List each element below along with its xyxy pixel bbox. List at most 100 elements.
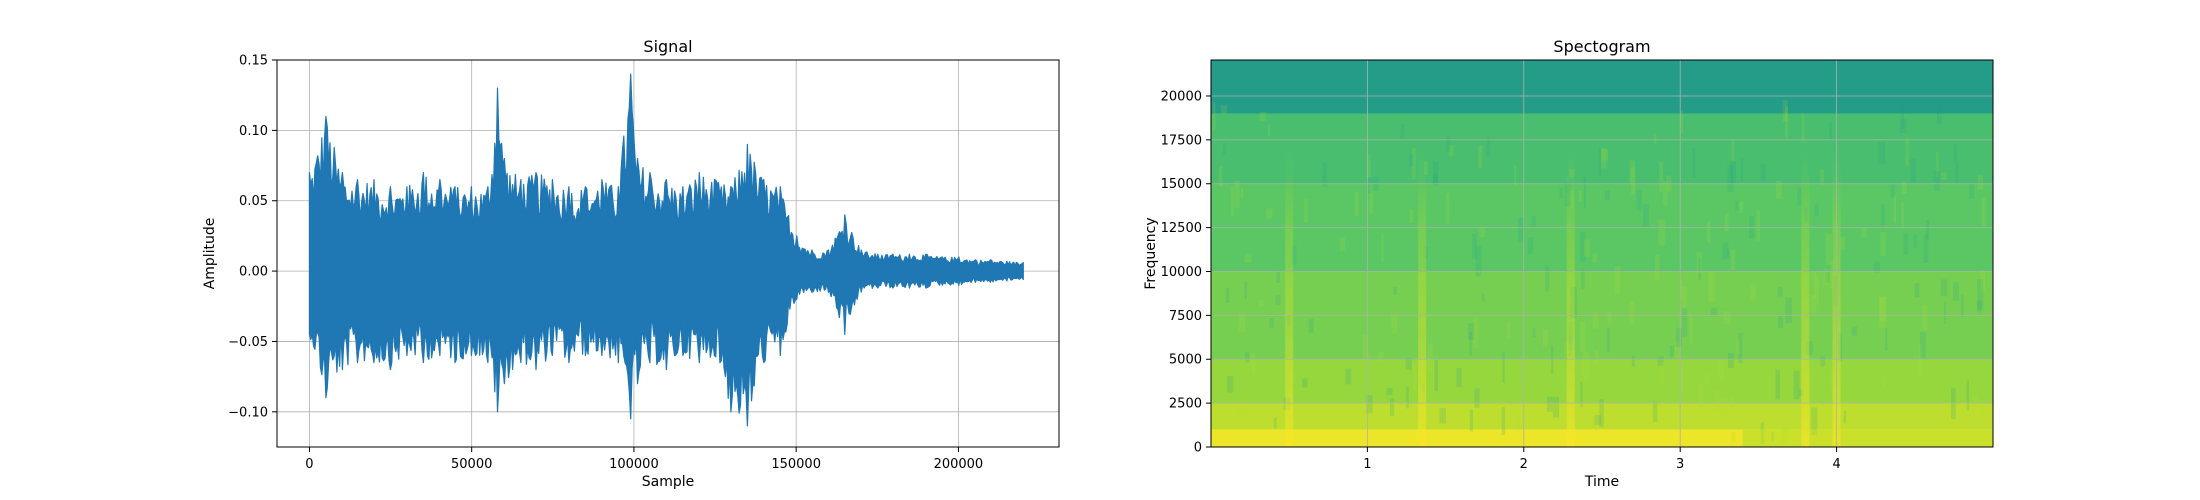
spectrogram-texture (1825, 233, 1832, 265)
spectrogram-texture (1893, 194, 1897, 224)
spectrogram-texture (1708, 271, 1715, 303)
spectrogram-y-tick-label: 10000 (1161, 265, 1202, 280)
spectrogram-texture (1814, 203, 1819, 217)
spectrogram-texture (1718, 359, 1725, 379)
spectrogram-texture (1954, 144, 1958, 163)
spectrogram-texture (1879, 297, 1886, 328)
spectrogram-texture (1782, 100, 1788, 122)
spectrogram-texture (1706, 221, 1711, 243)
spectrogram-texture (1259, 112, 1267, 122)
spectrogram-texture (1811, 407, 1818, 436)
spectrogram-texture (1643, 204, 1649, 227)
spectrogram-texture (1582, 351, 1590, 379)
spectrogram-texture (1267, 124, 1271, 137)
spectrogram-texture (1729, 398, 1734, 412)
spectrogram-title: Spectogram (1553, 37, 1650, 56)
spectrogram-texture (1696, 252, 1703, 274)
spectrogram-texture (1658, 219, 1666, 246)
spectrogram-texture (1636, 189, 1642, 212)
spectrogram-texture (1408, 154, 1414, 167)
spectrogram-texture (1580, 231, 1586, 262)
spectrogram-texture (1301, 378, 1308, 388)
spectrogram-texture (1910, 158, 1916, 183)
spectrogram-texture (1861, 227, 1867, 237)
spectrogram-texture (1785, 297, 1793, 324)
spectrogram-texture (1579, 190, 1582, 202)
spectrogram-texture (1884, 327, 1888, 351)
spectrogram-y-tick-label: 20000 (1161, 89, 1202, 104)
spectrogram-texture (1631, 356, 1635, 367)
signal-x-ticks: 0 50000 100000 150000 200000 (305, 447, 983, 472)
spectrogram-texture (1592, 416, 1595, 428)
spectrogram-texture (1882, 376, 1885, 388)
spectrogram-texture (1740, 158, 1744, 182)
spectrogram-texture (1517, 217, 1525, 243)
signal-y-tick-label: −0.05 (228, 335, 268, 350)
spectrogram-texture (1692, 148, 1696, 178)
spectrogram-texture (1322, 162, 1327, 188)
spectrogram-texture (1940, 279, 1948, 296)
spectrogram-band (1211, 113, 1993, 184)
spectrogram-texture (1218, 165, 1223, 187)
spectrogram-texture (1516, 414, 1520, 431)
spectrogram-texture (1545, 265, 1550, 292)
spectrogram-texture (1339, 237, 1345, 252)
spectrogram-texture (1829, 121, 1833, 141)
spectrogram-texture (1580, 381, 1583, 408)
spectrogram-texture (1240, 405, 1246, 416)
spectrogram-texture (1378, 351, 1384, 362)
spectrogram-texture (1735, 200, 1740, 211)
signal-y-tick-label: 0.15 (239, 54, 268, 69)
spectrogram-texture (1776, 180, 1782, 199)
spectrogram-texture (1798, 389, 1804, 397)
spectrogram-image (1211, 60, 1993, 447)
spectrogram-texture (1598, 147, 1601, 177)
signal-chart: 0 50000 100000 150000 200000 −0.10 −0.05 0.00 0… (202, 37, 1060, 490)
spectrogram-texture (1966, 380, 1970, 411)
spectrogram-texture (1412, 147, 1416, 180)
spectrogram-texture (1738, 332, 1743, 364)
spectrogram-texture (1291, 244, 1297, 265)
spectrogram-texture (1366, 394, 1373, 414)
spectrogram-texture (1592, 312, 1599, 329)
spectrogram-texture (1943, 300, 1947, 324)
spectrogram-y-tick-label: 15000 (1161, 177, 1202, 192)
spectrogram-y-tick-label: 12500 (1161, 221, 1202, 236)
spectrogram-texture (1815, 275, 1819, 305)
spectrogram-texture (1727, 164, 1734, 193)
spectrogram-texture (1922, 305, 1928, 331)
spectrogram-texture (1681, 308, 1688, 337)
spectrogram-texture (1266, 208, 1273, 219)
spectrogram-texture (1806, 341, 1813, 355)
spectrogram-texture (1362, 334, 1369, 362)
signal-x-tick-label: 100000 (609, 457, 659, 472)
spectrogram-texture (1880, 224, 1886, 257)
signal-plot-frame (276, 59, 1060, 448)
spectrogram-texture (1777, 286, 1783, 297)
spectrogram-texture (1730, 249, 1736, 271)
spectrogram-texture (1580, 321, 1586, 353)
spectrogram-texture (1680, 110, 1684, 133)
spectrogram-texture (1481, 293, 1485, 302)
spectrogram-onset (1801, 139, 1810, 447)
spectrogram-texture (1952, 282, 1960, 301)
spectrogram-texture (1595, 416, 1598, 431)
spectrogram-texture (1424, 246, 1428, 259)
spectrogram-x-tick-label: 3 (1676, 457, 1684, 472)
spectrogram-texture (1532, 327, 1536, 338)
spectrogram-x-tick-label: 4 (1832, 457, 1840, 472)
spectrogram-texture (1276, 271, 1281, 284)
spectrogram-texture (1366, 178, 1373, 194)
spectrogram-texture (1304, 198, 1308, 223)
spectrogram-texture (1723, 311, 1731, 325)
spectrogram-texture (1901, 201, 1904, 229)
spectrogram-texture (1851, 326, 1858, 336)
spectrogram-texture (1710, 307, 1718, 317)
spectrogram-texture (1486, 137, 1491, 157)
spectrogram-texture (1977, 174, 1984, 190)
spectrogram-texture (1902, 181, 1907, 194)
spectrogram-texture (1874, 261, 1880, 273)
spectrogram-texture (1730, 161, 1736, 184)
spectrogram-texture (1937, 105, 1942, 125)
